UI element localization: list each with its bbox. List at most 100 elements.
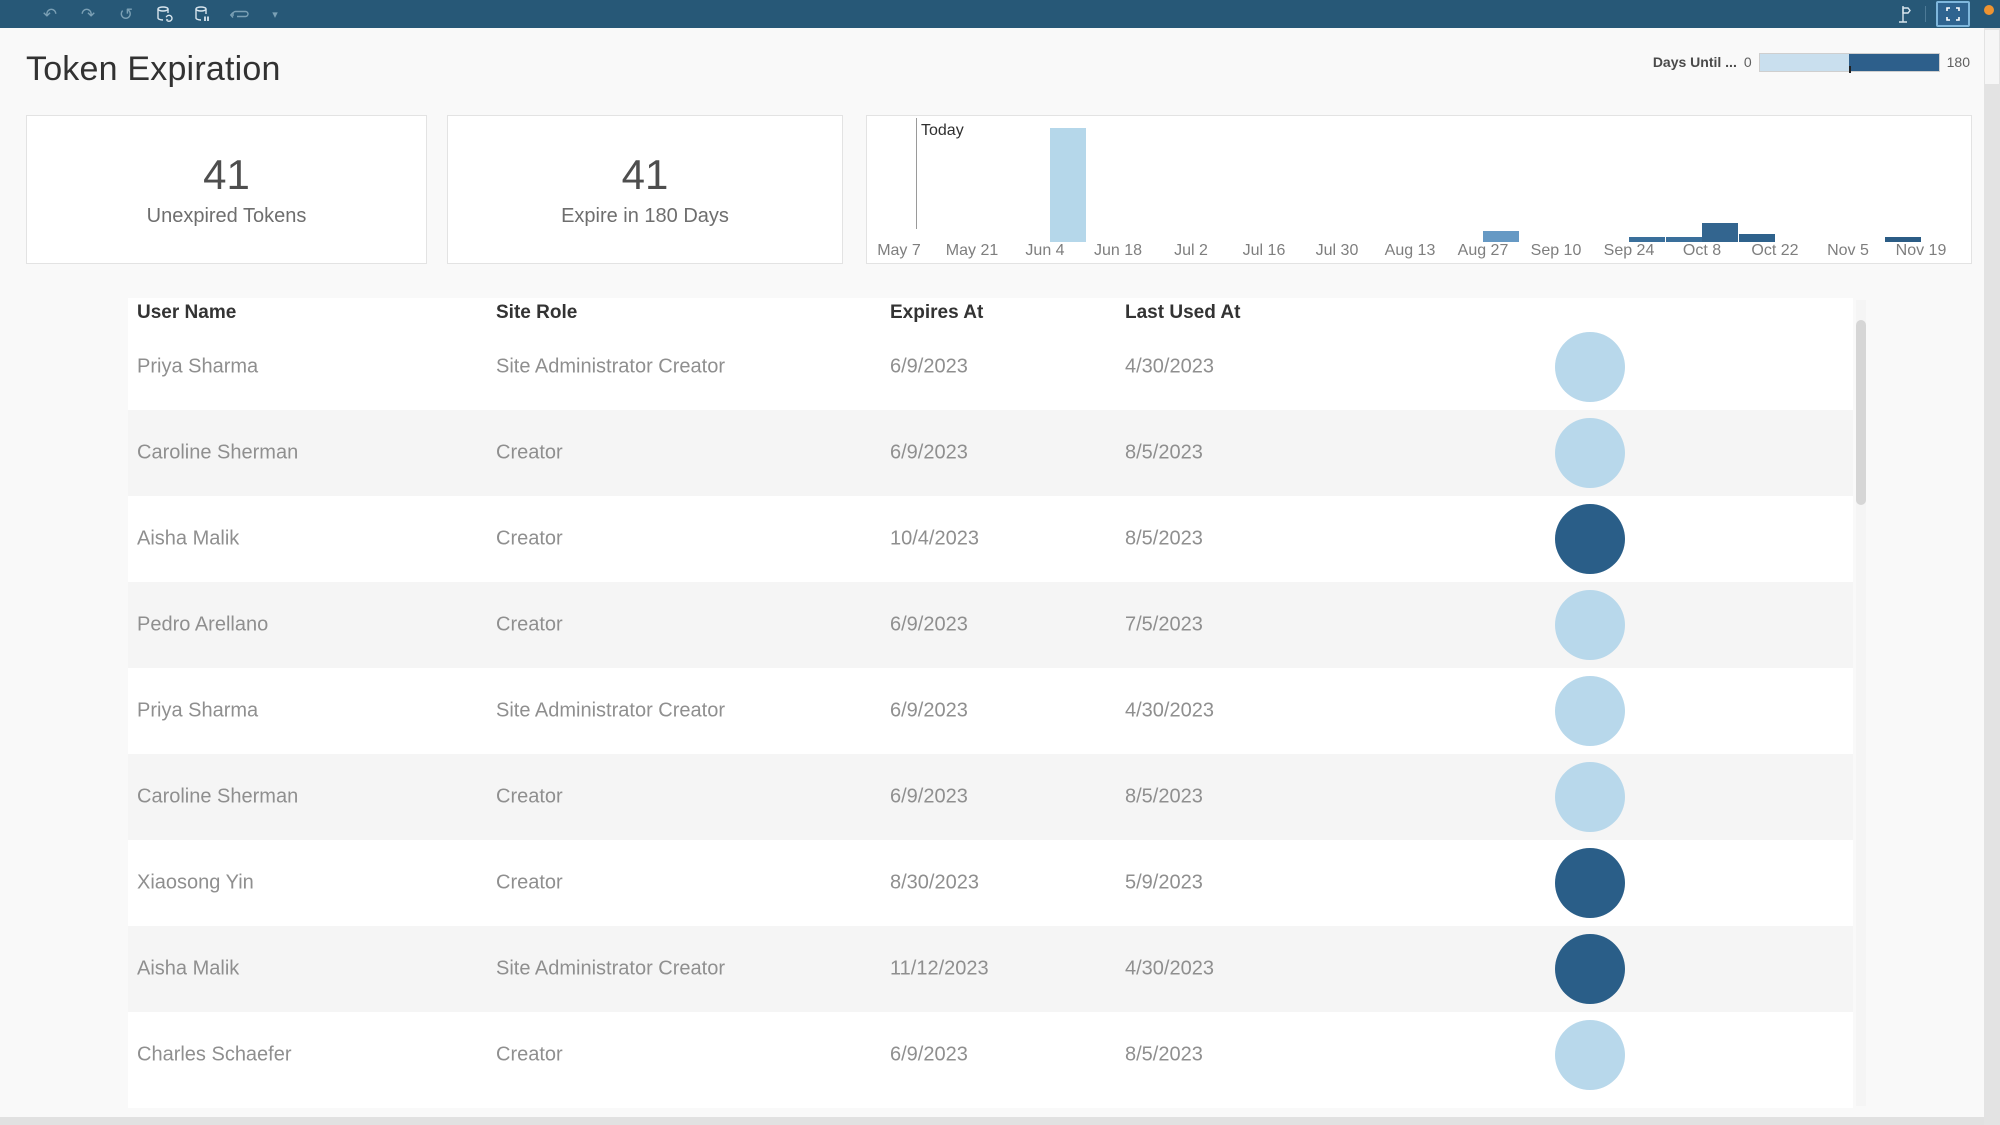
days-until-expiration-circle-dark[interactable] [1555,934,1625,1004]
page-title: Token Expiration [26,50,281,88]
expiration-timeline-chart[interactable]: Today May 7 May 21 Jun 4 Jun 18 Jul 2 Jul 16 J… [866,115,1972,264]
fullscreen-button[interactable] [1936,1,1970,27]
cell-expires-at: 8/30/2023 [890,871,979,894]
days-until-expiration-circle-light[interactable] [1555,676,1625,746]
axis-tick-label: Jul 16 [1242,242,1286,259]
cell-last-used-at: 4/30/2023 [1125,699,1214,722]
cell-user-name: Pedro Arellano [137,613,269,636]
days-until-expiration-circle-light[interactable] [1555,762,1625,832]
kpi-value: 41 [203,151,250,198]
cell-site-role: Creator [496,527,563,550]
days-until-expiration-circle-light[interactable] [1555,332,1625,402]
days-until-expiration-circle-dark[interactable] [1555,848,1625,918]
axis-tick-label: Jun 18 [1093,242,1143,259]
cell-last-used-at: 7/5/2023 [1125,613,1203,636]
today-label: Today [921,122,964,139]
axis-tick-label: Nov 19 [1895,242,1947,259]
table-row[interactable]: Pedro Arellano Creator 6/9/2023 7/5/2023 [128,582,1853,668]
expiration-bar-week-of-jun-4[interactable] [1050,128,1087,242]
table-vertical-scrollbar[interactable] [1856,300,1866,1106]
redo-icon: ↷ [80,4,96,24]
refresh-data-source-icon [157,6,173,22]
pause-data-updates-button[interactable] [190,2,214,26]
table-row[interactable]: Charles Schaefer Creator 6/9/2023 8/5/2023 [128,1012,1853,1098]
toolbar-left-group: ↶ ↷ ↺ [0,2,290,26]
column-header-user-name[interactable]: User Name [137,302,237,323]
axis-tick-label: May 7 [877,242,921,259]
axis-tick-label: Jul 2 [1174,242,1208,259]
page-vertical-scrollbar[interactable] [1984,28,2000,1125]
kpi-unexpired-tokens-card[interactable]: 41 Unexpired Tokens [26,115,427,264]
toolbar-right-group [1891,1,2000,27]
kpi-label: Expire in 180 Days [561,205,729,227]
redo-button[interactable]: ↷ [76,2,100,26]
table-row[interactable]: Aisha Malik Creator 10/4/2023 8/5/2023 [128,496,1853,582]
cell-site-role: Site Administrator Creator [496,699,725,722]
cell-last-used-at: 4/30/2023 [1125,957,1214,980]
tokens-table: User Name Site Role Expires At Last Used At… [128,298,1853,1108]
axis-tick-label: Sep 10 [1530,242,1582,259]
expiration-bar-week-of-sep-24[interactable] [1629,237,1665,242]
table-row[interactable]: Priya Sharma Site Administrator Creator 6/… [128,668,1853,754]
table-body: Priya Sharma Site Administrator Creator 6/… [128,324,1853,1098]
revert-icon: ↺ [118,4,134,24]
axis-tick-label: Jul 30 [1315,242,1359,259]
axis-tick-label: Sep 24 [1603,242,1655,259]
days-until-expiration-circle-light[interactable] [1555,418,1625,488]
axis-tick-label: Oct 8 [1682,242,1722,259]
cell-site-role: Site Administrator Creator [496,957,725,980]
column-header-site-role[interactable]: Site Role [496,302,578,323]
cell-expires-at: 10/4/2023 [890,527,979,550]
days-until-expiration-circle-light[interactable] [1555,590,1625,660]
cell-user-name: Priya Sharma [137,355,259,378]
cell-last-used-at: 8/5/2023 [1125,785,1203,808]
days-until-expiration-circle-light[interactable] [1555,1020,1625,1090]
cell-expires-at: 6/9/2023 [890,785,968,808]
table-row[interactable]: Caroline Sherman Creator 6/9/2023 8/5/2023 [128,410,1853,496]
kpi-expire-180-days-card[interactable]: 41 Expire in 180 Days [447,115,843,264]
table-scrollbar-thumb[interactable] [1856,320,1866,505]
pause-data-updates-icon [195,6,209,21]
legend-label: Days Until ... [1652,54,1737,70]
refresh-data-source-button[interactable] [152,2,176,26]
axis-tick-label: Nov 5 [1827,242,1869,259]
run-update-button[interactable] [228,2,252,26]
expiration-bar-week-of-nov-12[interactable] [1884,237,1921,242]
run-update-icon [229,10,249,18]
cell-expires-at: 6/9/2023 [890,613,968,636]
cell-user-name: Aisha Malik [137,527,240,550]
undo-button[interactable]: ↶ [38,2,62,26]
cell-last-used-at: 8/5/2023 [1125,1043,1203,1066]
table-row[interactable]: Caroline Sherman Creator 6/9/2023 8/5/2023 [128,754,1853,840]
days-until-expiration-circle-dark[interactable] [1555,504,1625,574]
expiration-bar-week-of-aug-27[interactable] [1483,231,1519,242]
page-horizontal-scrollbar[interactable] [0,1117,1984,1125]
cell-user-name: Charles Schaefer [137,1043,292,1066]
page-vertical-scrollbar-thumb[interactable] [1985,30,1999,84]
column-header-expires-at[interactable]: Expires At [890,302,984,323]
table-row[interactable]: Aisha Malik Site Administrator Creator 11/… [128,926,1853,1012]
expiration-bar-week-of-oct-8[interactable] [1702,223,1738,242]
presentation-mode-button[interactable] [1891,2,1915,26]
toolbar-divider [1925,6,1926,22]
expiration-bar-week-of-oct-15[interactable] [1738,234,1775,242]
run-update-dropdown-button[interactable]: ▾ [266,2,290,26]
kpi-inner: 41 Expire in 180 Days [448,116,842,263]
table-row[interactable]: Xiaosong Yin Creator 8/30/2023 5/9/2023 [128,840,1853,926]
legend-threshold-tick [1848,65,1851,73]
cell-site-role: Site Administrator Creator [496,355,725,378]
column-header-last-used-at[interactable]: Last Used At [1125,302,1241,323]
cell-user-name: Caroline Sherman [137,785,299,808]
today-reference-line [916,118,917,229]
cell-last-used-at: 5/9/2023 [1125,871,1203,894]
table-row[interactable]: Priya Sharma Site Administrator Creator 6/… [128,324,1853,410]
legend-max-value: 180 [1946,54,1970,70]
cell-site-role: Creator [496,613,563,636]
days-until-legend[interactable]: Days Until ... 0 180 [1653,50,1970,74]
cell-user-name: Aisha Malik [137,957,240,980]
revert-button[interactable]: ↺ [114,2,138,26]
expiration-bar-week-of-oct-1[interactable] [1665,237,1702,242]
kpi-value: 41 [621,151,669,198]
dropdown-caret-icon: ▾ [272,8,278,21]
cell-user-name: Priya Sharma [137,699,259,722]
